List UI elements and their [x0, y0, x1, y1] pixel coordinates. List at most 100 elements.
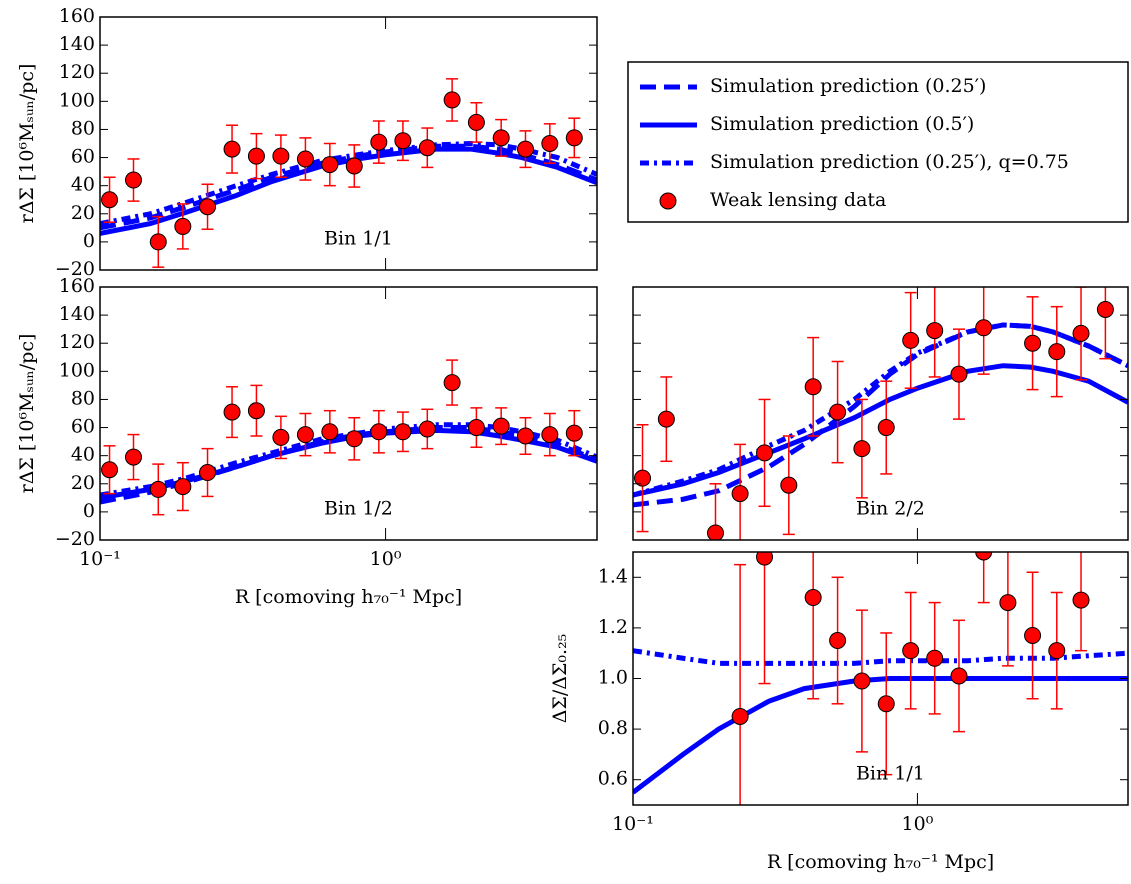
- y-tick-label: 120: [59, 331, 95, 353]
- line-series: [633, 363, 1128, 498]
- data-point: [926, 649, 944, 667]
- data-point: [926, 322, 944, 340]
- y-axis-label: rΔΣ [10⁶Mₛᵤₙ/pc]: [16, 64, 38, 224]
- axes-frame: [99, 16, 598, 271]
- y-tick-label: −20: [55, 258, 95, 280]
- data-point: [902, 331, 920, 349]
- data-point: [321, 423, 339, 441]
- data-point: [101, 461, 119, 479]
- axes-frame: [99, 286, 598, 541]
- y-tick-label: 140: [59, 303, 95, 325]
- data-point: [296, 150, 314, 168]
- data-point: [101, 191, 119, 209]
- data-point: [345, 430, 363, 448]
- data-point: [174, 217, 192, 235]
- y-tick-label: 40: [71, 444, 95, 466]
- data-point: [247, 147, 265, 165]
- data-point: [1024, 334, 1042, 352]
- y-tick-label: 60: [71, 146, 95, 168]
- data-point: [804, 378, 822, 396]
- panel-label: Bin 1/1: [856, 763, 925, 785]
- data-point: [780, 476, 798, 494]
- panel-label: Bin 2/2: [856, 498, 925, 520]
- data-point: [756, 444, 774, 462]
- data-point: [492, 417, 510, 435]
- y-tick-label: 40: [71, 174, 95, 196]
- data-point: [1024, 626, 1042, 644]
- x-tick-label: 10⁻¹: [612, 813, 654, 835]
- data-point: [950, 365, 968, 383]
- data-point: [541, 426, 559, 444]
- data-point: [756, 552, 774, 566]
- data-point: [1072, 324, 1090, 342]
- data-point: [877, 419, 895, 437]
- y-tick-label: 120: [59, 61, 95, 83]
- data-point: [877, 695, 895, 713]
- y-axis-label: rΔΣ [10⁶Mₛᵤₙ/pc]: [16, 334, 38, 494]
- y-tick-label: 0.8: [598, 717, 628, 739]
- data-point: [418, 139, 436, 157]
- panel-label: Bin 1/2: [324, 498, 393, 520]
- data-point: [804, 589, 822, 607]
- data-point: [516, 140, 534, 158]
- legend-label: Simulation prediction (0.25′): [710, 75, 986, 97]
- data-point: [731, 707, 749, 725]
- line-series: [633, 648, 1128, 666]
- plot-area: [100, 359, 597, 516]
- data-point: [345, 157, 363, 175]
- data-point: [565, 424, 583, 442]
- data-point: [657, 410, 675, 428]
- y-tick-label: 20: [71, 472, 95, 494]
- y-tick-label: 1.4: [598, 565, 628, 587]
- y-tick-label: 0.6: [598, 768, 628, 790]
- data-point: [975, 319, 993, 337]
- data-point: [731, 485, 749, 503]
- data-point: [1048, 343, 1066, 361]
- y-tick-label: 100: [59, 89, 95, 111]
- data-point: [634, 469, 652, 487]
- data-point: [418, 420, 436, 438]
- plot-area: [633, 287, 1128, 540]
- data-point: [370, 133, 388, 151]
- x-tick-label: 10⁻¹: [79, 548, 121, 570]
- y-tick-label: 1.0: [598, 667, 628, 689]
- y-tick-label: 80: [71, 387, 95, 409]
- data-point: [149, 480, 167, 498]
- data-point: [829, 403, 847, 421]
- y-tick-label: −20: [55, 528, 95, 550]
- legend-label: Simulation prediction (0.5′): [710, 113, 974, 135]
- data-point: [124, 448, 142, 466]
- plot-area: [633, 552, 1128, 805]
- data-point: [829, 632, 847, 650]
- y-tick-label: 0: [83, 230, 95, 252]
- data-point: [999, 594, 1017, 612]
- data-point: [199, 464, 217, 482]
- line-series: [100, 143, 597, 231]
- y-tick-label: 80: [71, 117, 95, 139]
- panel-label: Bin 1/1: [324, 228, 393, 250]
- data-point: [492, 129, 510, 147]
- data-point: [223, 140, 241, 158]
- plot-area: [100, 78, 597, 268]
- axes-frame: [632, 551, 1129, 806]
- data-point: [950, 667, 968, 685]
- x-axis-label: R [comoving h₇₀⁻¹ Mpc]: [235, 586, 462, 608]
- legend-swatch: [659, 192, 677, 210]
- data-point: [1048, 642, 1066, 660]
- data-point: [443, 91, 461, 109]
- x-tick-label: 10⁰: [370, 548, 402, 570]
- x-axis-label: R [comoving h₇₀⁻¹ Mpc]: [767, 851, 994, 873]
- data-point: [370, 423, 388, 441]
- data-point: [902, 642, 920, 660]
- line-series: [633, 322, 1128, 508]
- data-point: [223, 403, 241, 421]
- line-series: [633, 676, 1128, 795]
- legend: [627, 61, 1129, 223]
- data-point: [706, 524, 724, 540]
- data-point: [565, 129, 583, 147]
- data-point: [272, 147, 290, 165]
- y-tick-label: 100: [59, 359, 95, 381]
- data-point: [247, 402, 265, 420]
- axes-frame: [632, 286, 1129, 541]
